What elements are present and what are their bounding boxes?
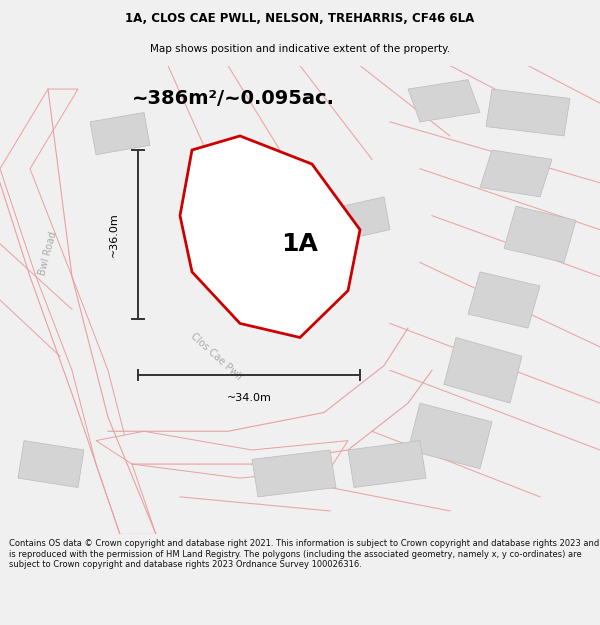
- Polygon shape: [348, 441, 426, 488]
- Text: 1A: 1A: [281, 232, 319, 256]
- Polygon shape: [18, 441, 84, 488]
- Polygon shape: [468, 272, 540, 328]
- Text: ~386m²/~0.095ac.: ~386m²/~0.095ac.: [132, 89, 335, 108]
- Polygon shape: [252, 450, 336, 497]
- Polygon shape: [408, 403, 492, 469]
- Text: Contains OS data © Crown copyright and database right 2021. This information is : Contains OS data © Crown copyright and d…: [9, 539, 599, 569]
- Text: 1A, CLOS CAE PWLL, NELSON, TREHARRIS, CF46 6LA: 1A, CLOS CAE PWLL, NELSON, TREHARRIS, CF…: [125, 12, 475, 25]
- Polygon shape: [444, 338, 522, 403]
- Polygon shape: [0, 89, 156, 534]
- Polygon shape: [342, 197, 390, 239]
- Text: Bwl Road: Bwl Road: [37, 230, 59, 276]
- Polygon shape: [480, 150, 552, 197]
- Polygon shape: [180, 136, 360, 338]
- Text: ~34.0m: ~34.0m: [227, 394, 271, 404]
- Text: ~36.0m: ~36.0m: [109, 212, 119, 257]
- Polygon shape: [96, 431, 348, 478]
- Polygon shape: [486, 89, 570, 136]
- Polygon shape: [90, 112, 150, 154]
- Text: Clos Cae Pwll: Clos Cae Pwll: [188, 331, 244, 382]
- Polygon shape: [408, 79, 480, 122]
- Text: Map shows position and indicative extent of the property.: Map shows position and indicative extent…: [150, 44, 450, 54]
- Polygon shape: [504, 206, 576, 262]
